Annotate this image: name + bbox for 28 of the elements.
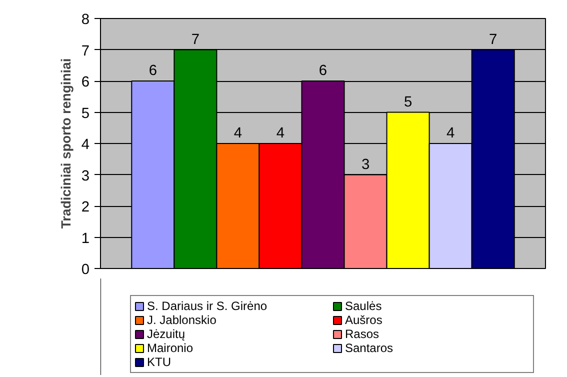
legend-label: Rasos — [345, 327, 380, 341]
legend-label: KTU — [147, 355, 172, 369]
legend-label: Maironio — [147, 341, 194, 355]
legend-label: Jėzuitų — [147, 327, 186, 341]
y-tick-label: 1 — [81, 230, 90, 247]
data-label: 4 — [446, 126, 455, 142]
data-label: 6 — [318, 63, 328, 79]
data-label: 4 — [234, 126, 242, 142]
legend-label: S. Dariaus ir S. Girėno — [147, 299, 268, 313]
data-label: 6 — [148, 63, 157, 79]
y-tick-label: 2 — [81, 200, 90, 216]
y-tick-label: 5 — [81, 106, 90, 122]
data-label: 4 — [276, 126, 285, 142]
data-label: 3 — [361, 156, 370, 173]
data-label: 7 — [489, 32, 498, 48]
y-tick-label: 3 — [81, 168, 90, 184]
legend-label: Santaros — [345, 341, 394, 355]
legend-label: Saulės — [345, 299, 383, 313]
legend-label: Aušros — [345, 313, 384, 327]
data-label: 7 — [191, 32, 200, 48]
y-tick-label: 0 — [81, 262, 90, 278]
data-label: 5 — [404, 94, 412, 110]
y-axis-title: Tradiciniai sporto renginiai — [58, 58, 74, 229]
y-tick-label: 7 — [81, 43, 90, 60]
legend-label: J. Jablonskio — [147, 313, 218, 327]
y-tick-label: 4 — [81, 137, 90, 153]
y-tick-label: 6 — [81, 74, 90, 90]
y-tick-label: 8 — [81, 12, 90, 28]
